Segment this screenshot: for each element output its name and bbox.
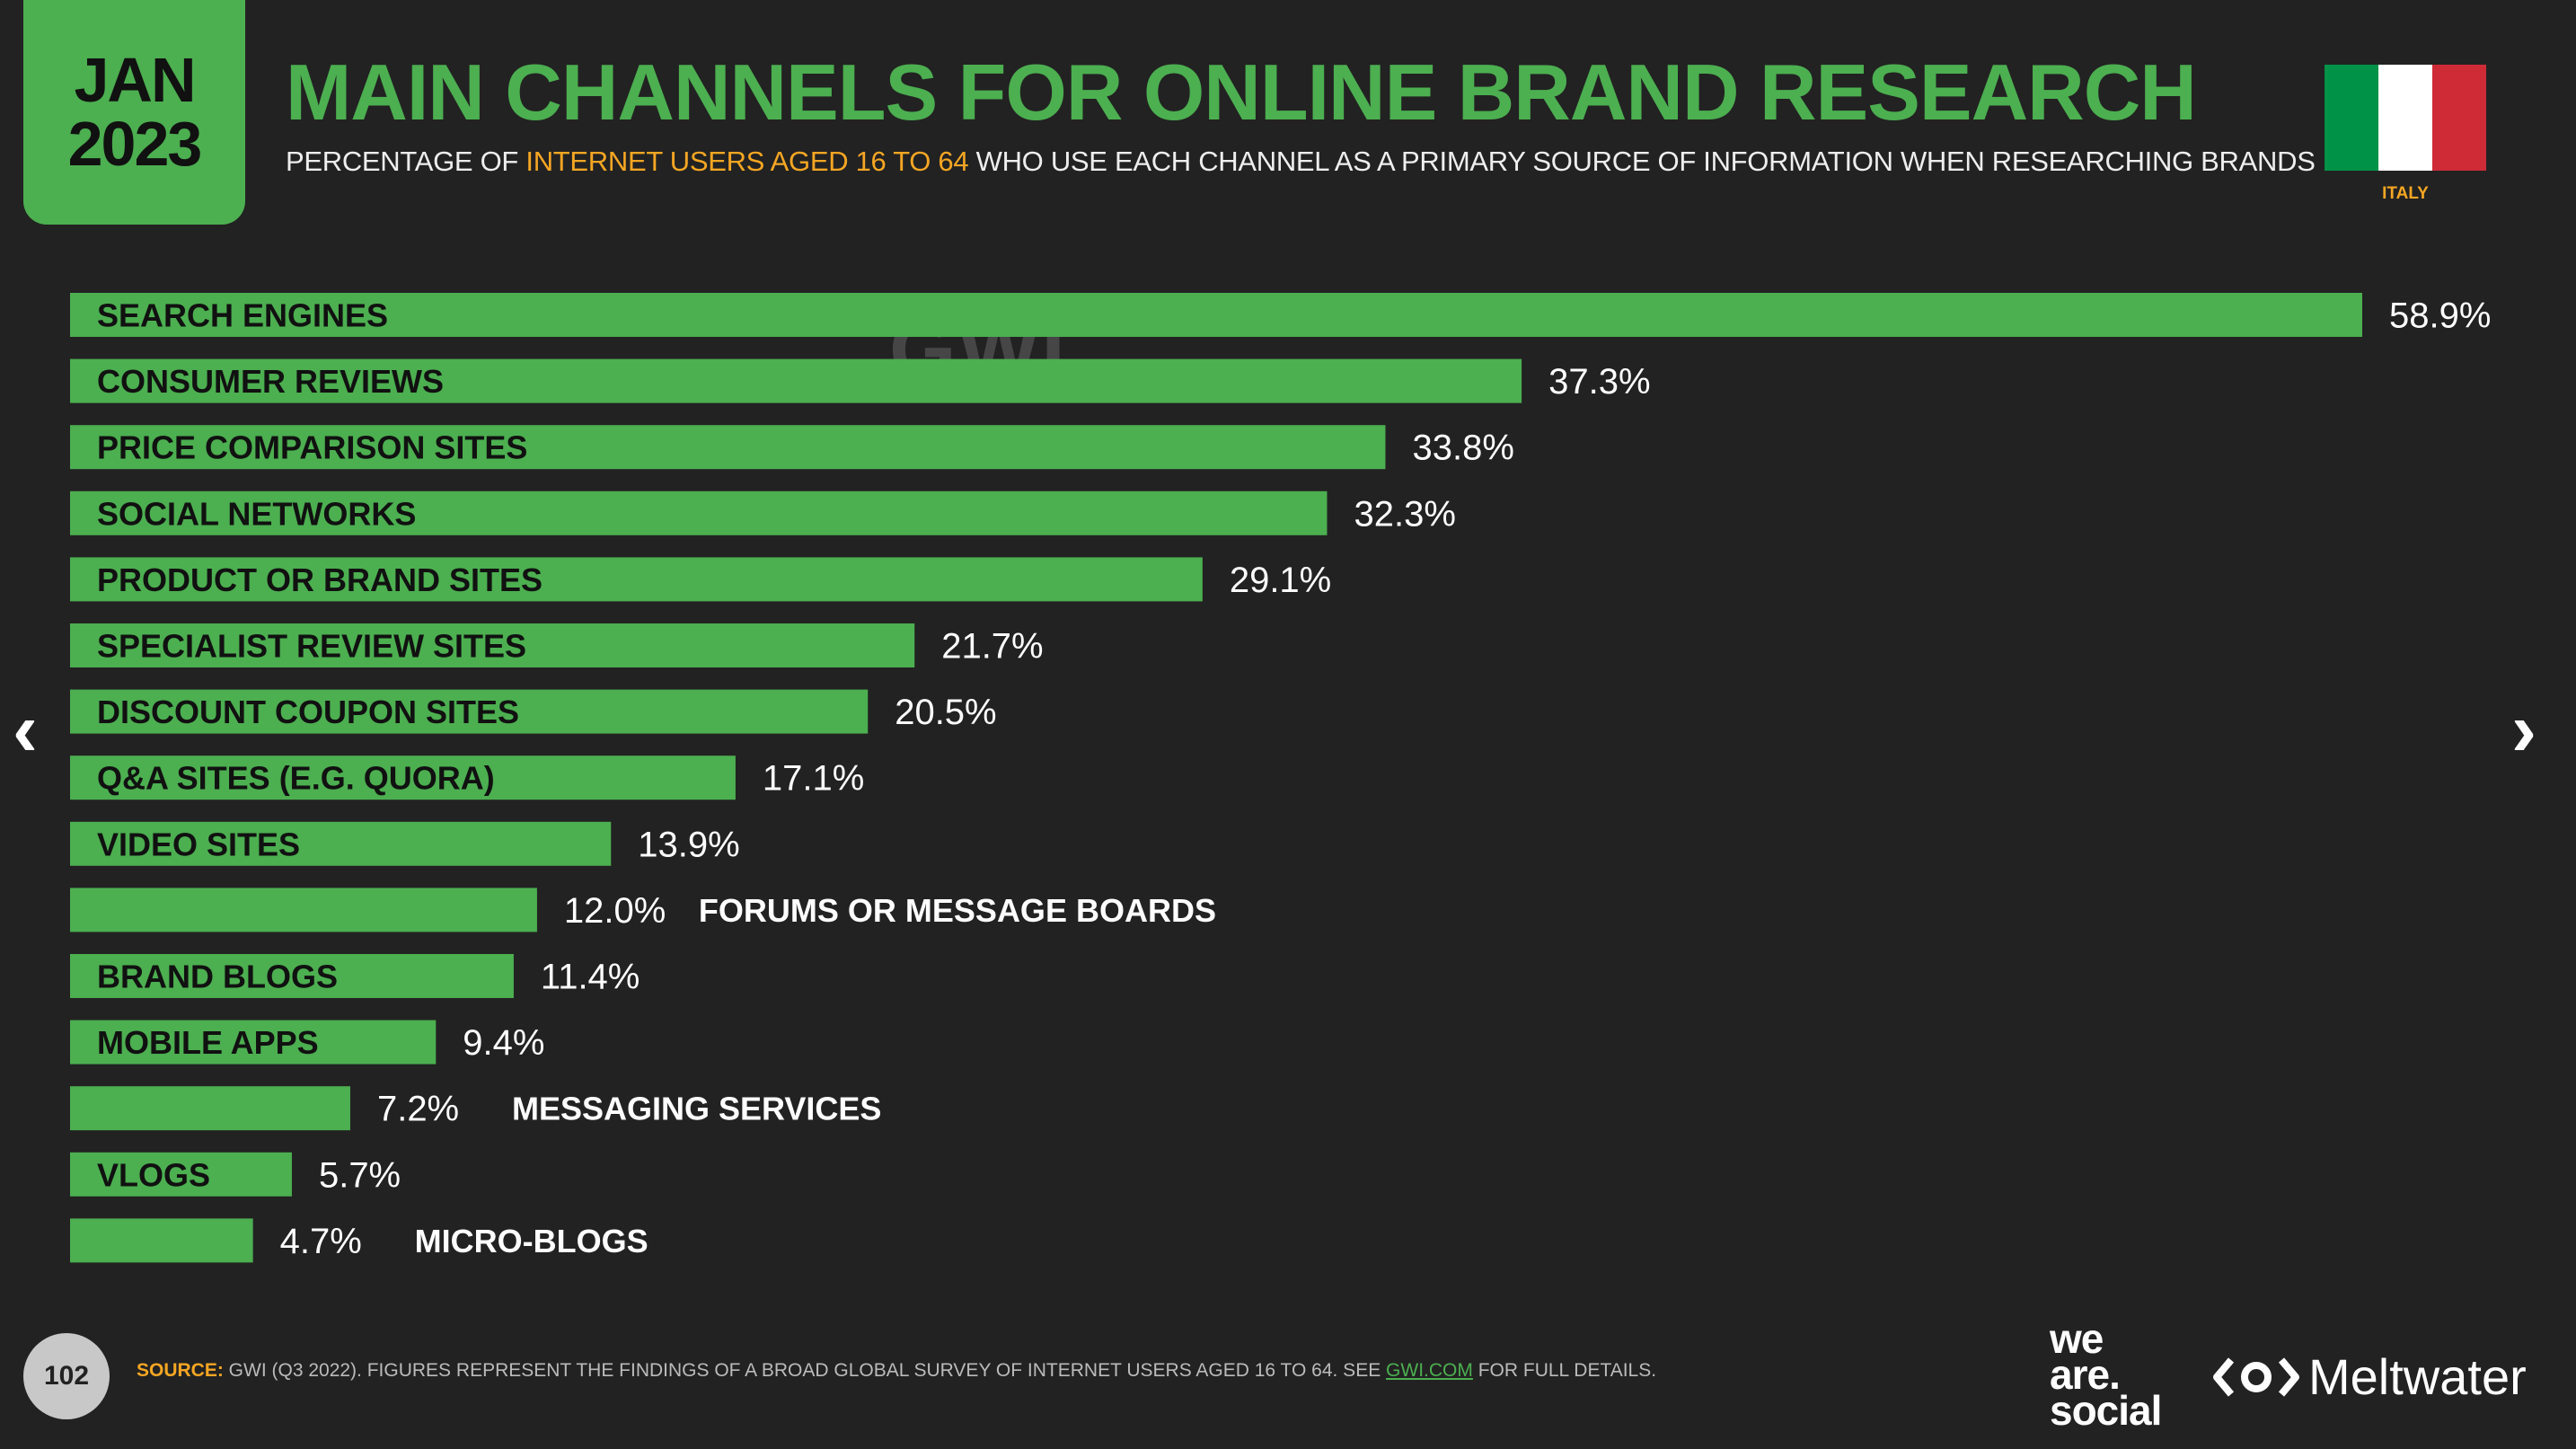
bar-6 — [70, 689, 869, 734]
italy-flag-icon — [2325, 65, 2486, 171]
flag-stripe-white — [2378, 65, 2432, 171]
we-are-social-logo: we are. social — [2050, 1315, 2162, 1434]
category-label-13: VLOGS — [97, 1156, 210, 1193]
bar-1 — [70, 358, 1522, 403]
bar-11 — [70, 1020, 437, 1065]
value-label-14: 4.7% — [280, 1222, 362, 1261]
subtitle-highlight: INTERNET USERS AGED 16 TO 64 — [525, 146, 969, 177]
bar-2 — [70, 425, 1386, 470]
value-label-6: 20.5% — [895, 693, 996, 732]
value-label-12: 7.2% — [377, 1090, 459, 1129]
value-label-4: 29.1% — [1230, 561, 1331, 600]
source-note: SOURCE: GWI (Q3 2022). FIGURES REPRESENT… — [137, 1360, 1656, 1382]
value-label-7: 17.1% — [763, 759, 864, 799]
date-month: JAN — [74, 45, 196, 115]
value-label-11: 9.4% — [463, 1023, 544, 1063]
category-label-1: CONSUMER REVIEWS — [97, 363, 444, 400]
chevron-left-icon[interactable]: ‹ — [13, 687, 38, 772]
value-label-10: 11.4% — [541, 958, 640, 997]
meltwater-wordmark: Meltwater — [2308, 1348, 2527, 1405]
bar-8 — [70, 821, 612, 866]
logo-was-line-3: social — [2050, 1387, 2162, 1434]
bar-0 — [70, 293, 2362, 337]
flag-stripe-red — [2432, 65, 2486, 171]
source-text: GWI (Q3 2022). FIGURES REPRESENT THE FIN… — [223, 1360, 1387, 1381]
value-label-1: 37.3% — [1548, 362, 1650, 402]
category-label-11: MOBILE APPS — [97, 1024, 319, 1061]
source-tail: FOR FULL DETAILS. — [1472, 1360, 1657, 1381]
page-title: MAIN CHANNELS FOR ONLINE BRAND RESEARCH — [286, 48, 2197, 137]
source-label: SOURCE: — [137, 1360, 224, 1381]
bar-10 — [70, 954, 514, 998]
category-label-4: PRODUCT OR BRAND SITES — [97, 561, 543, 598]
category-label-9: FORUMS OR MESSAGE BOARDS — [699, 892, 1216, 929]
value-label-0: 58.9% — [2389, 296, 2491, 336]
category-label-7: Q&A SITES (E.G. QUORA) — [97, 760, 495, 797]
chevron-right-icon[interactable]: › — [2511, 687, 2536, 772]
bar-13 — [70, 1152, 292, 1197]
bar-4 — [70, 557, 1203, 602]
page-subtitle: PERCENTAGE OF INTERNET USERS AGED 16 TO … — [286, 146, 2316, 178]
logo-was-line-1: we — [2050, 1315, 2104, 1362]
bar-7 — [70, 755, 736, 800]
bar-9 — [70, 888, 537, 932]
value-label-3: 32.3% — [1354, 494, 1455, 534]
value-label-2: 33.8% — [1412, 429, 1513, 468]
category-label-10: BRAND BLOGS — [97, 959, 338, 995]
page-number: 102 — [23, 1333, 110, 1419]
subtitle-post: WHO USE EACH CHANNEL AS A PRIMARY SOURCE… — [968, 146, 2316, 177]
logo-was-line-2: are. — [2050, 1351, 2121, 1398]
value-label-5: 21.7% — [941, 627, 1043, 667]
value-label-8: 13.9% — [638, 825, 739, 864]
category-label-14: MICRO-BLOGS — [415, 1223, 648, 1259]
value-label-9: 12.0% — [564, 891, 666, 931]
subtitle-pre: PERCENTAGE OF — [286, 146, 526, 177]
category-label-0: SEARCH ENGINES — [97, 297, 388, 334]
flag-stripe-green — [2325, 65, 2378, 171]
bar-3 — [70, 490, 1328, 535]
source-link[interactable]: GWI.COM — [1386, 1360, 1473, 1381]
category-label-6: DISCOUNT COUPON SITES — [97, 694, 519, 730]
value-label-13: 5.7% — [319, 1155, 401, 1195]
bar-14 — [70, 1218, 253, 1263]
country-label: ITALY — [2382, 184, 2429, 203]
category-label-12: MESSAGING SERVICES — [512, 1091, 881, 1127]
category-label-8: VIDEO SITES — [97, 826, 300, 862]
bar-12 — [70, 1086, 350, 1131]
meltwater-mark-icon — [2213, 1356, 2299, 1397]
date-year: 2023 — [67, 109, 203, 179]
category-label-5: SPECIALIST REVIEW SITES — [97, 628, 526, 665]
meltwater-logo: Meltwater — [2211, 1347, 2527, 1406]
category-label-3: SOCIAL NETWORKS — [97, 495, 416, 532]
category-label-2: PRICE COMPARISON SITES — [97, 429, 527, 466]
date-badge: JAN 2023 — [23, 0, 245, 225]
bar-5 — [70, 623, 915, 667]
